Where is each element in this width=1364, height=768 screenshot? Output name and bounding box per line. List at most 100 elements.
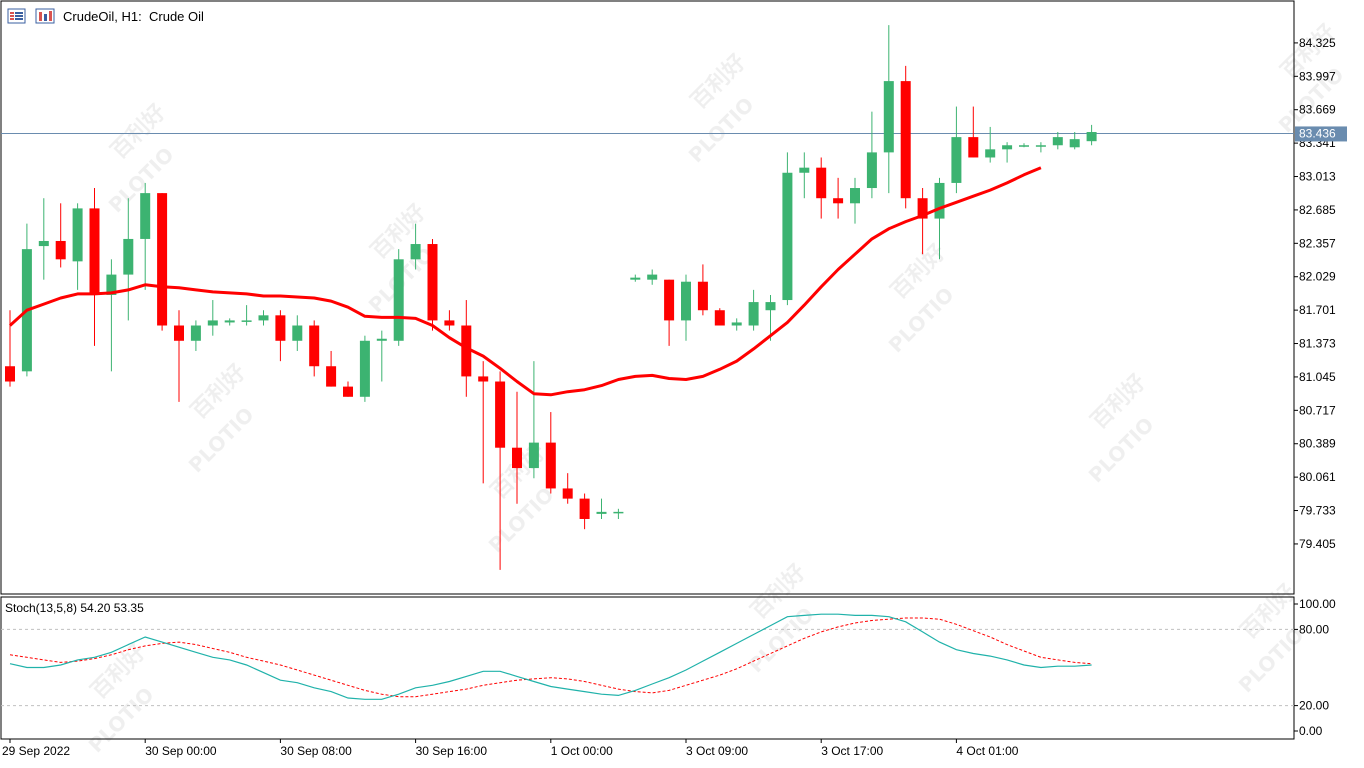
- price-tick-label: 80.061: [1299, 470, 1336, 484]
- candle-bear: [157, 193, 168, 331]
- main-pane-frame: [0, 0, 1295, 595]
- candle-bull: [850, 177, 860, 224]
- stoch-signal-line: [9, 617, 1092, 698]
- candle-bear: [833, 177, 844, 219]
- instrument-label: Crude Oil: [149, 9, 204, 24]
- time-tick-label: 3 Oct 09:00: [686, 744, 748, 758]
- candle-bull: [258, 310, 269, 326]
- symbol-list-icon[interactable]: [7, 8, 26, 24]
- candle-bull: [613, 508, 624, 519]
- price-tick-label: 82.685: [1299, 203, 1336, 217]
- candle-bull: [190, 320, 201, 351]
- price-tick-label: 82.029: [1299, 270, 1336, 284]
- candle-bear: [343, 381, 353, 397]
- candle-bull: [528, 361, 539, 479]
- candles-group: [5, 25, 1097, 570]
- candle-bull: [731, 318, 742, 331]
- candle-bull: [241, 305, 252, 326]
- candle-bear: [579, 493, 590, 530]
- time-tick-label: 29 Sep 2022: [2, 744, 70, 758]
- price-tick-label: 79.733: [1299, 504, 1336, 518]
- current-price-label: 83.436: [1299, 126, 1336, 140]
- candle-bull: [681, 274, 691, 341]
- candle-bear: [968, 106, 979, 158]
- candle-bull: [765, 294, 776, 341]
- candle-bull: [359, 335, 370, 402]
- candle-bear: [900, 65, 911, 209]
- candle-bear: [697, 264, 708, 316]
- candle-bull: [1019, 143, 1029, 148]
- price-tick-label: 83.013: [1299, 170, 1336, 184]
- stoch-tick-label: 20.00: [1299, 699, 1329, 713]
- candle-bull: [985, 126, 996, 163]
- price-tick-label: 81.373: [1299, 337, 1336, 351]
- candle-bear: [5, 310, 15, 387]
- stoch-axis: 100.00 80.00 20.00 0.00: [1294, 597, 1336, 738]
- candle-bear: [326, 350, 337, 387]
- stoch-tick-label: 0.00: [1299, 724, 1323, 738]
- candle-bear: [816, 157, 827, 219]
- time-axis: 29 Sep 2022 30 Sep 00:00 30 Sep 08:00 30 Se…: [2, 739, 1019, 758]
- candle-bear: [309, 320, 320, 377]
- candle-bull: [647, 269, 658, 285]
- candle-bull: [393, 249, 404, 346]
- candle-bull: [106, 259, 117, 372]
- candle-bull: [1002, 142, 1013, 163]
- candle-bull: [376, 330, 387, 382]
- candle-bear: [562, 473, 573, 504]
- candle-bear: [55, 203, 66, 268]
- candle-bull: [630, 274, 641, 282]
- candle-bull: [1052, 132, 1063, 150]
- candle-bull: [140, 182, 151, 290]
- time-tick-label: 30 Sep 08:00: [280, 744, 352, 758]
- stoch-pane[interactable]: [1, 613, 1294, 707]
- moving-average-line: [8, 166, 1042, 397]
- candle-bull: [799, 152, 810, 199]
- time-tick-label: 4 Oct 01:00: [956, 744, 1018, 758]
- price-tick-label: 80.717: [1299, 403, 1336, 417]
- candle-bear: [174, 310, 184, 402]
- candle-bull: [72, 203, 83, 290]
- chart-header: CrudeOil, H1: Crude Oil: [7, 8, 204, 24]
- candle-bear: [444, 310, 455, 331]
- candle-bull: [1069, 132, 1080, 150]
- candle-bear: [917, 188, 928, 255]
- candle-bear: [664, 279, 675, 346]
- candle-bull: [224, 318, 235, 326]
- stoch-title: Stoch(13,5,8) 54.20 53.35: [5, 601, 144, 615]
- price-tick-label: 81.701: [1299, 303, 1336, 317]
- chart-bars-icon[interactable]: [35, 8, 55, 24]
- candle-bull: [866, 111, 877, 199]
- price-tick-label: 83.997: [1299, 69, 1336, 83]
- candle-bull: [123, 198, 134, 321]
- price-tick-label: 81.045: [1299, 370, 1336, 384]
- price-tick-label: 79.405: [1299, 537, 1336, 551]
- candle-bull: [596, 498, 607, 519]
- candle-bull: [207, 300, 218, 336]
- price-pane[interactable]: [1, 25, 1294, 570]
- candle-bear: [89, 188, 100, 346]
- candle-bear: [512, 391, 522, 504]
- candle-bull: [38, 198, 49, 280]
- candle-bull: [748, 289, 759, 331]
- time-tick-label: 3 Oct 17:00: [821, 744, 883, 758]
- candle-bull: [883, 25, 894, 194]
- time-tick-label: 1 Oct 00:00: [551, 744, 613, 758]
- current-price-badge: 83.436: [1295, 126, 1347, 142]
- candle-bear: [495, 371, 506, 570]
- candle-bull: [1035, 142, 1046, 153]
- candle-bear: [275, 310, 286, 362]
- candle-bull: [951, 106, 962, 194]
- candle-bear: [714, 308, 725, 326]
- stoch-tick-label: 100.00: [1299, 597, 1336, 611]
- candle-bull: [292, 315, 303, 351]
- candle-bull: [934, 177, 945, 260]
- candle-bear: [478, 361, 489, 484]
- candle-bull: [782, 152, 793, 306]
- price-tick-label: 84.325: [1299, 36, 1336, 50]
- time-tick-label: 30 Sep 16:00: [416, 744, 488, 758]
- price-axis: 84.32583.99783.66983.34183.01382.68582.3…: [1294, 36, 1336, 551]
- candle-bear: [545, 412, 556, 494]
- candle-bull: [1086, 124, 1097, 146]
